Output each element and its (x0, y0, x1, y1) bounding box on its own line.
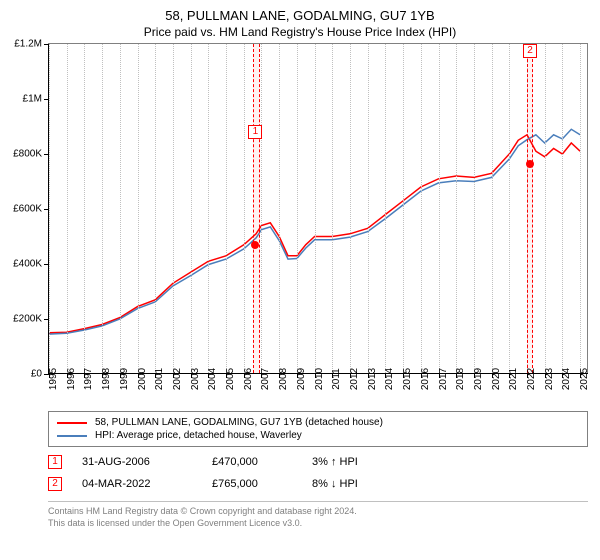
x-axis-label: 2016 (420, 368, 431, 390)
footer: Contains HM Land Registry data © Crown c… (48, 501, 588, 529)
legend-label: HPI: Average price, detached house, Wave… (95, 430, 302, 441)
x-axis-label: 2000 (137, 368, 148, 390)
sale-delta: 8% ↓ HPI (312, 478, 358, 490)
sale-row-marker: 2 (48, 477, 62, 491)
x-axis-label: 2002 (172, 368, 183, 390)
x-axis-label: 2003 (190, 368, 201, 390)
x-axis-label: 2001 (154, 368, 165, 390)
footer-line1: Contains HM Land Registry data © Crown c… (48, 506, 588, 518)
sale-price: £765,000 (212, 478, 292, 490)
chart-container: 58, PULLMAN LANE, GODALMING, GU7 1YB Pri… (0, 0, 600, 560)
chart-area: 12 £0£200K£400K£600K£800K£1M£1.2M1995199… (48, 43, 588, 373)
footer-line2: This data is licensed under the Open Gov… (48, 518, 588, 530)
x-axis-label: 2021 (508, 368, 519, 390)
x-axis-label: 2024 (561, 368, 572, 390)
x-axis-label: 2023 (544, 368, 555, 390)
y-axis-label: £400K (13, 259, 42, 270)
plot-region: 12 (48, 44, 588, 374)
chart-title: 58, PULLMAN LANE, GODALMING, GU7 1YB (0, 0, 600, 23)
x-axis-label: 1998 (101, 368, 112, 390)
x-axis-label: 2005 (225, 368, 236, 390)
x-axis-label: 1999 (119, 368, 130, 390)
sale-price: £470,000 (212, 456, 292, 468)
x-axis-label: 2011 (331, 368, 342, 390)
legend-row: HPI: Average price, detached house, Wave… (57, 429, 579, 442)
legend-row: 58, PULLMAN LANE, GODALMING, GU7 1YB (de… (57, 416, 579, 429)
x-axis-label: 1997 (83, 368, 94, 390)
sale-row-marker: 1 (48, 455, 62, 469)
x-axis-label: 2019 (473, 368, 484, 390)
x-axis-label: 2007 (260, 368, 271, 390)
sale-row: 2 04-MAR-2022 £765,000 8% ↓ HPI (48, 473, 588, 495)
sale-date: 31-AUG-2006 (82, 456, 192, 468)
legend-swatch (57, 435, 87, 437)
sale-marker-box: 2 (523, 44, 537, 58)
x-axis-label: 2014 (384, 368, 395, 390)
x-axis-label: 2015 (402, 368, 413, 390)
x-axis-label: 2004 (207, 368, 218, 390)
y-axis-label: £200K (13, 314, 42, 325)
x-axis-label: 2022 (526, 368, 537, 390)
y-axis-label: £1M (23, 94, 42, 105)
y-axis-label: £800K (13, 149, 42, 160)
x-axis-label: 2013 (367, 368, 378, 390)
sale-dot (251, 241, 259, 249)
sale-dot (526, 160, 534, 168)
sale-date: 04-MAR-2022 (82, 478, 192, 490)
legend: 58, PULLMAN LANE, GODALMING, GU7 1YB (de… (48, 411, 588, 447)
sale-band (253, 44, 260, 373)
x-axis-label: 2025 (579, 368, 590, 390)
sale-band (527, 44, 533, 373)
y-axis-label: £0 (31, 369, 42, 380)
x-axis-label: 2006 (243, 368, 254, 390)
sale-delta: 3% ↑ HPI (312, 456, 358, 468)
x-axis-label: 2017 (438, 368, 449, 390)
x-axis-label: 2018 (455, 368, 466, 390)
sales-table: 1 31-AUG-2006 £470,000 3% ↑ HPI 2 04-MAR-2022… (48, 451, 588, 495)
x-axis-label: 2009 (296, 368, 307, 390)
chart-subtitle: Price paid vs. HM Land Registry's House … (0, 23, 600, 43)
line-series-svg (49, 44, 589, 374)
sale-row: 1 31-AUG-2006 £470,000 3% ↑ HPI (48, 451, 588, 473)
sale-marker-box: 1 (248, 125, 262, 139)
x-axis-label: 1995 (48, 368, 59, 390)
x-axis-label: 1996 (66, 368, 77, 390)
x-axis-label: 2012 (349, 368, 360, 390)
x-axis-label: 2010 (314, 368, 325, 390)
x-axis-label: 2008 (278, 368, 289, 390)
x-axis-label: 2020 (491, 368, 502, 390)
legend-label: 58, PULLMAN LANE, GODALMING, GU7 1YB (de… (95, 417, 383, 428)
y-axis-label: £1.2M (14, 39, 42, 50)
legend-swatch (57, 422, 87, 424)
y-axis-label: £600K (13, 204, 42, 215)
